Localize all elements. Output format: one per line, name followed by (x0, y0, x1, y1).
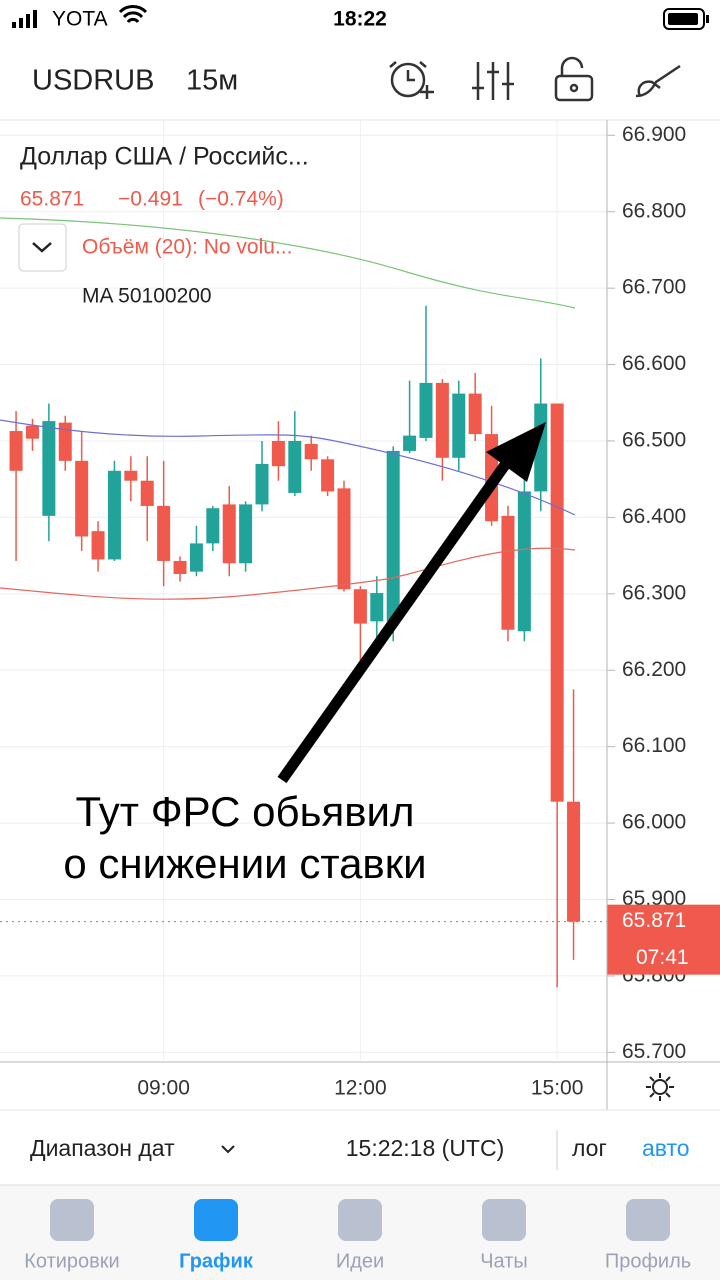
candle-body (403, 435, 417, 451)
y-tick-label: 66.000 (622, 811, 686, 834)
candle-body (435, 382, 449, 458)
clock: 18:22 (333, 8, 387, 31)
candle-body (189, 543, 203, 572)
tab-icon[interactable] (482, 1199, 526, 1241)
tabs: Котировки График Идеи Чаты Профиль (24, 1199, 691, 1272)
y-tick-label: 66.400 (622, 505, 686, 528)
y-tick-label: 66.200 (622, 658, 686, 681)
candle-body (468, 393, 482, 435)
carrier: YOTA (52, 8, 108, 31)
candle-body (42, 421, 56, 516)
x-tick-label: 15:00 (531, 1077, 584, 1100)
tab-label[interactable]: Котировки (24, 1250, 119, 1272)
collapse-button[interactable] (18, 223, 67, 272)
log-button[interactable]: лог (572, 1135, 607, 1161)
legend-change: −0.491 (118, 188, 183, 211)
x-tick-label: 09:00 (137, 1077, 190, 1100)
candle-body (567, 801, 581, 922)
annotation-line2: о снижении ставки (63, 840, 426, 887)
candle-body (353, 589, 367, 624)
candle-body (271, 440, 285, 467)
candle-body (501, 515, 515, 630)
candle-body (304, 444, 318, 460)
auto-button[interactable]: авто (642, 1135, 690, 1161)
y-tick-label: 66.300 (622, 581, 686, 604)
symbol[interactable]: USDRUB (32, 65, 154, 97)
candle-body (255, 463, 269, 505)
candle-body (370, 593, 384, 622)
wifi-icon (118, 5, 148, 24)
y-tick-label: 65.900 (622, 887, 686, 910)
legend-ma: MA 50100200 (82, 285, 212, 308)
interval[interactable]: 15м (186, 65, 238, 97)
settings-icon[interactable] (646, 1073, 674, 1101)
candle-body (517, 491, 531, 632)
candle-body (337, 488, 351, 590)
tab-label[interactable]: График (179, 1250, 254, 1272)
candle-body (419, 382, 433, 438)
candle-body (75, 460, 89, 537)
candle-body (140, 480, 154, 506)
battery (663, 8, 709, 30)
y-tick-label: 66.600 (622, 352, 686, 375)
utc-clock: 15:22:18 (UTC) (346, 1135, 505, 1161)
arrow-shaft (277, 451, 517, 784)
legend-last: 65.871 (20, 188, 84, 211)
candle-body (206, 508, 220, 544)
range-button[interactable]: Диапазон дат (30, 1135, 175, 1161)
y-tick-label: 66.800 (622, 199, 686, 222)
countdown-label: 07:41 (636, 946, 689, 969)
toolbar-icons[interactable] (389, 56, 681, 102)
candle-body (25, 425, 39, 439)
y-tick-label: 66.100 (622, 734, 686, 757)
signal (12, 10, 37, 28)
legend-volume: Объём (20): No volu... (82, 236, 292, 259)
candle-body (58, 422, 72, 461)
arrow-head (486, 422, 546, 482)
last-price-box (607, 904, 720, 975)
tab-icon[interactable] (338, 1199, 382, 1241)
candle-body (321, 459, 335, 492)
candle-body (107, 470, 121, 560)
candle-body (91, 531, 105, 560)
candle-body (288, 440, 302, 493)
tab-icon[interactable] (626, 1199, 670, 1241)
legend-change-pct: (−0.74%) (198, 188, 284, 211)
candle-body (239, 504, 253, 564)
candle-body (124, 470, 138, 481)
candle-body (386, 450, 400, 622)
annotation-line1: Тут ФРС обьявил (76, 788, 415, 835)
tab-label[interactable]: Чаты (480, 1250, 528, 1272)
tab-icon[interactable] (194, 1199, 238, 1241)
candle-body (9, 431, 23, 471)
candle-body (452, 393, 466, 458)
y-tick-label: 66.700 (622, 276, 686, 299)
chart: 66.900 66.800 66.700 66.600 66.500 66.400 66.3… (0, 120, 720, 1100)
ma-red (0, 547, 576, 600)
range-chevron (221, 1145, 235, 1154)
ma-blue (0, 419, 576, 516)
chevron (32, 242, 52, 253)
legend-name: Доллар США / Российс... (20, 143, 309, 171)
candle-body (173, 560, 187, 574)
y-tick-label: 65.700 (622, 1040, 686, 1063)
tab-icon[interactable] (50, 1199, 94, 1241)
tab-label[interactable]: Профиль (605, 1250, 691, 1272)
last-price-label: 65.871 (622, 909, 686, 932)
candle-body (157, 505, 171, 561)
tab-label[interactable]: Идеи (336, 1250, 384, 1272)
y-tick-label: 66.900 (622, 123, 686, 146)
x-tick-label: 12:00 (334, 1077, 387, 1100)
candle-body (550, 403, 564, 802)
y-tick-label: 66.500 (622, 429, 686, 452)
ma-green (0, 217, 576, 309)
candle-body (222, 504, 236, 564)
